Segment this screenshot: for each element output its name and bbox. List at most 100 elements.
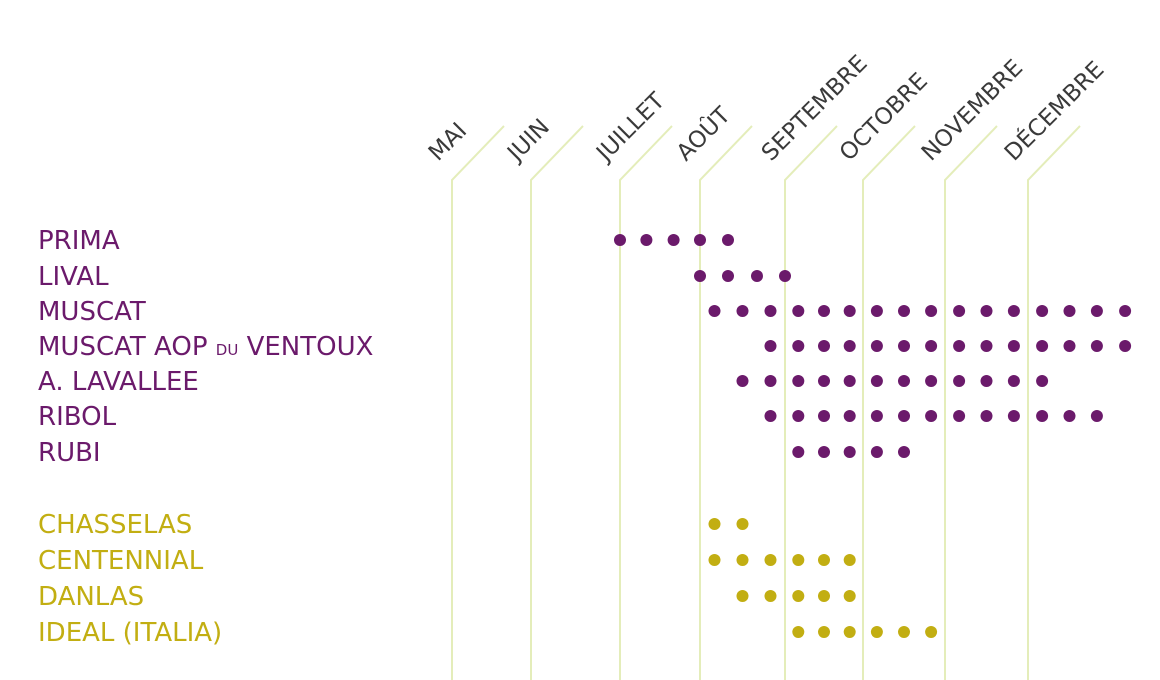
variety-label-0: PRIMA [38,226,120,256]
harvest-dot-8-4 [818,554,830,566]
harvest-dot-3-13 [1119,340,1132,352]
harvest-dot-3-12 [1090,340,1103,352]
harvest-dot-5-4 [870,410,883,422]
variety-label-main: MUSCAT AOP [38,332,216,362]
harvest-dot-1-1 [722,270,734,282]
harvest-dot-4-0 [736,375,749,387]
variety-label-main: CENTENNIAL [38,546,204,576]
harvest-dot-4-5 [870,375,883,387]
harvest-dot-9-3 [818,590,830,602]
harvest-dot-8-5 [843,554,856,566]
harvest-dot-3-8 [980,340,993,352]
harvest-dot-10-0 [792,626,805,638]
harvest-dot-3-9 [1007,340,1020,352]
harvest-dot-3-4 [870,340,883,352]
variety-label-small: DU [216,341,239,359]
harvest-dot-6-0 [792,446,805,458]
harvest-dot-2-9 [953,305,966,317]
harvest-dot-4-2 [792,375,805,387]
harvest-dot-4-1 [764,375,777,387]
harvest-dot-3-6 [925,340,938,352]
harvest-dot-2-1 [736,305,749,317]
harvest-dot-3-11 [1063,340,1076,352]
harvest-dot-6-3 [870,446,883,458]
variety-label-main: RIBOL [38,402,117,432]
harvest-dot-4-7 [925,375,938,387]
variety-label-main: MUSCAT [38,297,146,327]
harvest-dot-8-2 [764,554,777,566]
harvest-dot-2-4 [818,305,830,317]
harvest-dot-2-7 [898,305,910,317]
harvest-dot-8-3 [792,554,805,566]
variety-label-3: MUSCAT AOP DU VENTOUX [38,332,373,362]
month-label-1: JUIN [501,114,554,167]
gridline-7 [1027,125,1081,680]
harvest-dot-10-2 [843,626,856,638]
harvest-dot-5-3 [843,410,856,422]
variety-label-main: LIVAL [38,262,109,292]
harvest-dot-0-1 [640,234,653,246]
variety-label-5: RIBOL [38,402,117,432]
harvest-dot-5-11 [1063,410,1076,422]
harvest-dot-2-15 [1119,305,1132,317]
variety-label-main: CHASSELAS [38,510,192,540]
harvest-dot-2-12 [1036,305,1049,317]
harvest-dot-4-9 [980,375,993,387]
harvest-dot-2-6 [870,305,883,317]
harvest-dot-5-0 [764,410,777,422]
harvest-dot-7-0 [708,518,721,530]
gridline-6 [944,125,998,680]
harvest-dot-8-1 [736,554,749,566]
gridline-4 [784,125,838,680]
harvest-dot-3-7 [953,340,966,352]
gridline-5 [862,125,916,680]
variety-label-2: MUSCAT [38,297,146,327]
harvest-dot-4-10 [1007,375,1020,387]
month-label-2: JUILLET [590,87,670,167]
variety-label-8: CENTENNIAL [38,546,204,576]
harvest-dot-1-0 [694,270,706,282]
month-label-0: MAI [424,118,472,166]
harvest-dots [614,234,1132,638]
harvest-dot-0-2 [667,234,680,246]
harvest-dot-5-9 [1007,410,1020,422]
harvest-dot-9-4 [843,590,856,602]
harvest-dot-4-11 [1036,375,1049,387]
harvest-dot-5-8 [980,410,993,422]
harvest-dot-2-13 [1063,305,1076,317]
harvest-dot-2-10 [980,305,993,317]
harvest-dot-2-3 [792,305,805,317]
variety-label-main: DANLAS [38,582,144,612]
harvest-dot-9-2 [792,590,805,602]
harvest-dot-5-5 [898,410,910,422]
gridline-1 [530,125,584,680]
harvest-dot-6-2 [843,446,856,458]
variety-label-10: IDEAL (ITALIA) [38,618,222,648]
harvest-dot-5-12 [1090,410,1103,422]
variety-label-7: CHASSELAS [38,510,192,540]
harvest-dot-7-1 [736,518,749,530]
harvest-dot-5-6 [925,410,938,422]
variety-label-main: PRIMA [38,226,120,256]
variety-label-main: IDEAL (ITALIA) [38,618,222,648]
harvest-dot-0-0 [614,234,626,246]
harvest-dot-3-5 [898,340,910,352]
harvest-dot-3-1 [792,340,805,352]
harvest-dot-10-3 [870,626,883,638]
harvest-dot-5-7 [953,410,966,422]
variety-label-6: RUBI [38,438,101,468]
harvest-dot-9-1 [764,590,777,602]
harvest-dot-4-3 [818,375,830,387]
harvest-dot-3-2 [818,340,830,352]
variety-label-end: VENTOUX [238,332,373,362]
harvest-dot-5-2 [818,410,830,422]
variety-labels: PRIMA LIVAL MUSCAT MUSCAT AOP DU VENTOUX A. … [38,226,373,648]
harvest-dot-4-4 [843,375,856,387]
harvest-dot-10-4 [898,626,910,638]
harvest-dot-4-6 [898,375,910,387]
harvest-dot-6-4 [898,446,910,458]
harvest-dot-2-0 [708,305,721,317]
variety-label-main: A. LAVALLEE [38,367,199,397]
variety-label-1: LIVAL [38,262,109,292]
